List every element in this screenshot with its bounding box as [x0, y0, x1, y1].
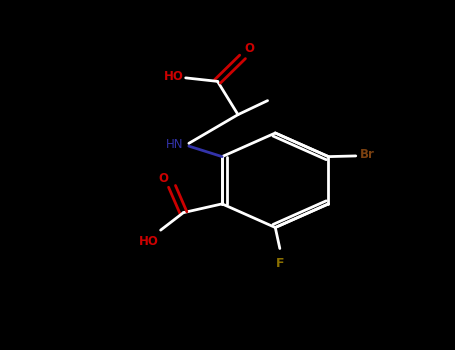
Text: HO: HO: [163, 70, 183, 83]
Text: Br: Br: [360, 148, 375, 161]
Text: HO: HO: [138, 236, 158, 248]
Text: F: F: [276, 257, 284, 270]
Text: O: O: [245, 42, 255, 55]
Text: HN: HN: [166, 138, 183, 151]
Text: O: O: [158, 172, 168, 185]
